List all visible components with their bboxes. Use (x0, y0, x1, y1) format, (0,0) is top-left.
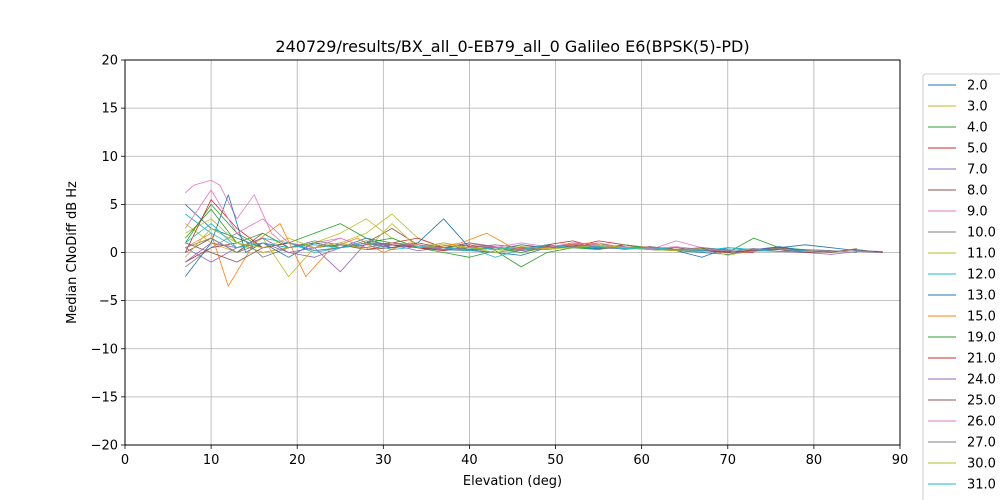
x-tick-label: 90 (892, 453, 909, 468)
x-tick-label: 10 (203, 453, 220, 468)
legend-label: 31.0 (967, 478, 996, 493)
legend-label: 2.0 (967, 79, 988, 94)
legend-label: 30.0 (967, 457, 996, 472)
legend-label: 10.0 (967, 226, 996, 241)
x-tick-label: 60 (633, 453, 650, 468)
y-tick-label: −10 (91, 342, 118, 357)
legend-label: 25.0 (967, 394, 996, 409)
y-tick-label: 0 (110, 246, 118, 261)
y-axis: 20 15 10 5 0 −5 −10 −15 −20 (91, 54, 125, 454)
legend-label: 13.0 (967, 289, 996, 304)
legend: 2.0 3.0 4.0 5.0 7.0 8.0 9.0 10.0 11.0 12.0 13.0 15.… (922, 73, 1000, 500)
x-tick-label: 50 (547, 453, 564, 468)
x-tick-label: 70 (720, 453, 737, 468)
series-line-13-0 (184, 194, 806, 277)
legend-label: 11.0 (967, 247, 996, 262)
series-line-31-0 (185, 223, 806, 252)
legend-frame (922, 73, 1000, 500)
x-axis-label: Elevation (deg) (463, 474, 562, 489)
legend-label: 27.0 (967, 436, 996, 451)
x-tick-label: 20 (289, 453, 306, 468)
y-tick-label: 20 (101, 54, 118, 69)
y-tick-label: 5 (110, 198, 118, 213)
y-tick-label: 10 (101, 150, 118, 165)
legend-label: 19.0 (967, 331, 996, 346)
legend-label: 26.0 (967, 415, 996, 430)
legend-label: 24.0 (967, 373, 996, 388)
legend-label: 9.0 (967, 205, 988, 220)
series-line-15-0 (185, 223, 694, 287)
series-line-4-0 (184, 203, 832, 268)
chart-title: 240729/results/BX_all_0-EB79_all_0 Galil… (275, 37, 749, 57)
legend-label: 8.0 (967, 184, 988, 199)
y-tick-label: 15 (101, 102, 118, 117)
legend-label: 21.0 (967, 352, 996, 367)
x-tick-label: 0 (121, 453, 129, 468)
y-tick-label: −20 (91, 439, 118, 454)
y-tick-label: −5 (99, 294, 118, 309)
series-layer (184, 179, 883, 287)
legend-label: 7.0 (967, 163, 988, 178)
y-tick-label: −15 (91, 390, 118, 405)
legend-label: 3.0 (967, 100, 988, 115)
legend-label: 15.0 (967, 310, 996, 325)
x-tick-label: 80 (806, 453, 823, 468)
x-tick-label: 30 (375, 453, 392, 468)
x-axis: 0 10 20 30 40 50 60 70 80 90 (121, 445, 908, 468)
legend-label: 5.0 (967, 142, 988, 157)
x-tick-label: 40 (461, 453, 478, 468)
legend-label: 4.0 (967, 121, 988, 136)
y-axis-label: Median CNoDiff dB Hz (65, 181, 80, 324)
legend-label: 12.0 (967, 268, 996, 283)
